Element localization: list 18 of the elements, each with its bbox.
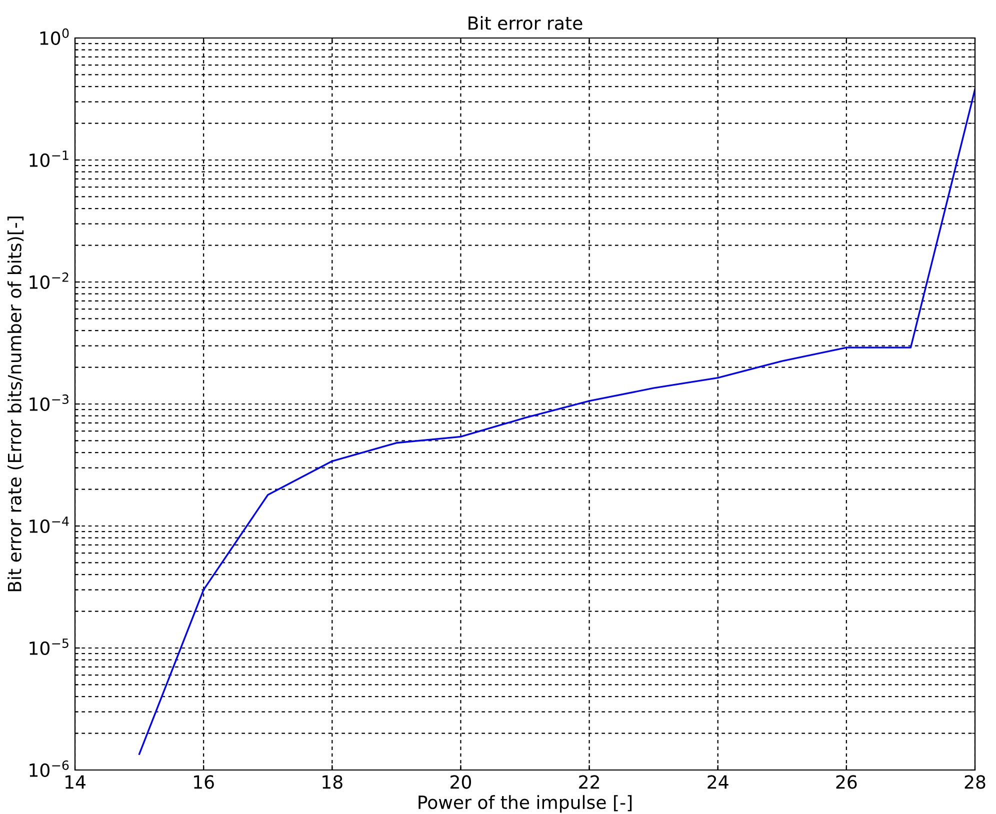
chart-title: Bit error rate <box>468 16 582 30</box>
line-series <box>138 88 975 755</box>
x-tick-label: 22 <box>579 775 599 789</box>
x-tick-label: 14 <box>65 775 86 789</box>
x-tick-label: 28 <box>964 775 986 789</box>
y-tick-label: 10$^{0}$ <box>40 28 69 45</box>
x-tick-label: 16 <box>194 775 214 789</box>
y-tick-label: 10$^{−2}$ <box>30 272 68 289</box>
y-tick-label: 10$^{−1}$ <box>30 150 68 167</box>
x-tick-label: 26 <box>836 775 857 789</box>
y-axis-title: Bit error rate (Error bits/number of bits)[-] <box>7 216 24 592</box>
y-tick-label: 10$^{−4}$ <box>30 516 69 533</box>
y-tick-label: 10$^{−5}$ <box>30 638 68 655</box>
x-tick-label: 24 <box>708 775 728 789</box>
y-tick-label: 10$^{−3}$ <box>30 394 68 411</box>
x-axis-title: Power of the impulse [-] <box>418 795 632 813</box>
x-tick-label: 20 <box>450 775 472 789</box>
x-tick-label: 18 <box>322 775 342 789</box>
